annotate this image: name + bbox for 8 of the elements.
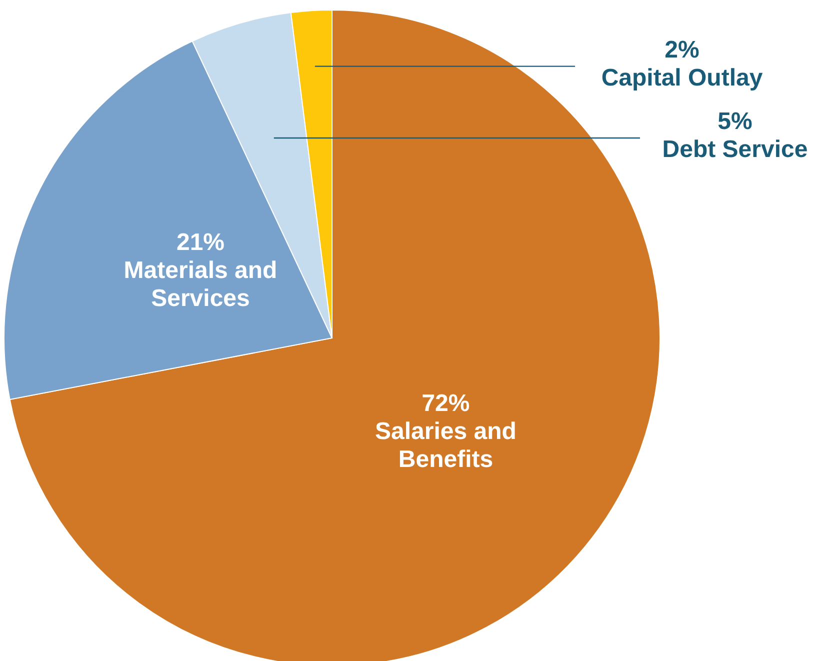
slice-label: Debt Service <box>662 136 808 163</box>
slice-label: Capital Outlay <box>601 64 764 92</box>
data-label: 5% <box>718 108 752 135</box>
data-label: 21% <box>176 228 225 256</box>
slice-label: Salaries and Benefits <box>375 418 516 474</box>
data-label: 2% <box>664 36 700 64</box>
slice-label: Materials and Services <box>124 256 278 312</box>
data-label: 72% <box>422 390 470 418</box>
